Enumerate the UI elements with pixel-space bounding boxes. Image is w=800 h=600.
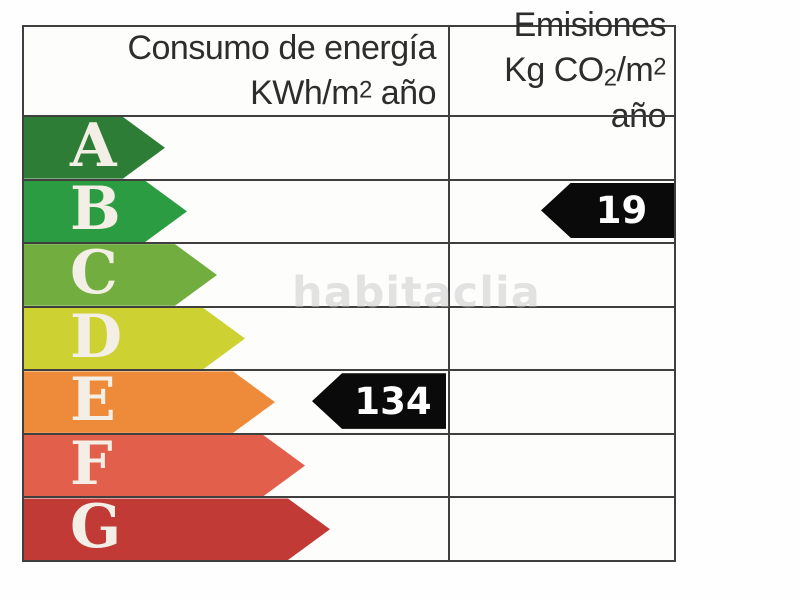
consumption-header: Consumo de energía KWh/m2 año — [24, 27, 448, 115]
emissions-title: Emisiones — [513, 6, 667, 45]
rating-row-e: E — [24, 369, 674, 433]
rating-letter-c: C — [70, 237, 118, 308]
rating-bar-d: D — [24, 308, 245, 370]
rating-rows: A B C D E F G 134 19 — [24, 115, 674, 560]
consumption-unit: KWh/m2 año — [250, 74, 436, 112]
emissions-value-arrow-label: 19 — [595, 188, 648, 232]
rating-bar-a: A — [24, 117, 165, 179]
consumption-value-arrow: 134 — [312, 373, 446, 429]
rating-row-c: C — [24, 242, 674, 306]
rating-letter-d: D — [70, 301, 123, 372]
rating-letter-g: G — [70, 492, 122, 563]
rating-letter-e: E — [70, 365, 116, 436]
rating-row-a: A — [24, 115, 674, 179]
emissions-value-arrow: 19 — [541, 182, 674, 239]
rating-bar-e: E — [24, 371, 275, 433]
rating-bar-g: G — [24, 498, 330, 560]
consumption-title: Consumo de energía — [127, 29, 436, 68]
column-divider-line — [448, 27, 450, 560]
rating-bar-c: C — [24, 244, 217, 306]
rating-bar-b: B — [24, 181, 187, 243]
rating-row-b: B — [24, 178, 674, 243]
rating-letter-a: A — [70, 110, 117, 181]
energy-certificate-table: Consumo de energía KWh/m2 año Emisiones … — [22, 6, 676, 562]
consumption-value-arrow-label: 134 — [354, 379, 432, 423]
rating-letter-f: F — [70, 428, 113, 499]
rating-row-d: D — [24, 305, 674, 370]
rating-row-f: F — [24, 432, 674, 497]
table-header: Consumo de energía KWh/m2 año Emisiones … — [24, 6, 674, 135]
emissions-header: Emisiones Kg CO2/m2 año — [448, 6, 674, 135]
rating-bar-f: F — [24, 435, 305, 497]
rating-letter-b: B — [70, 174, 121, 245]
rating-row-g: G — [24, 496, 674, 560]
